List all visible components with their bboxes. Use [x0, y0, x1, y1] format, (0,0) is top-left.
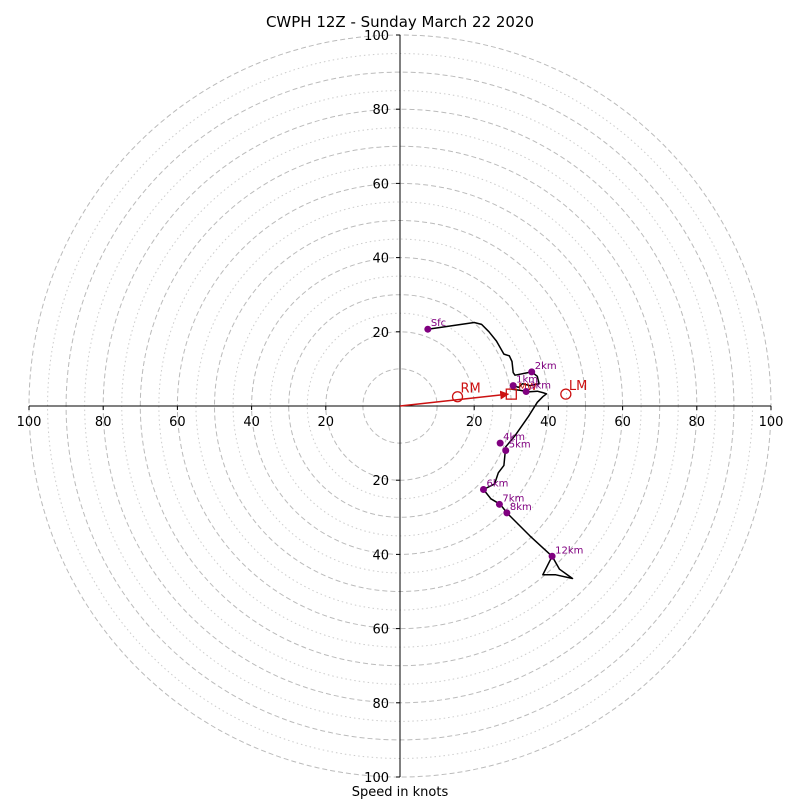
height-point-label: Sfc [431, 318, 446, 329]
height-point [509, 382, 517, 390]
height-point [548, 552, 556, 560]
height-point-label: 8km [510, 502, 532, 513]
height-point-label: 7km [502, 493, 524, 504]
x-tick-label: 20 [466, 415, 483, 430]
x-tick-label: 40 [243, 415, 260, 430]
y-tick-label: 20 [372, 474, 389, 489]
height-point-label: 6km [486, 478, 508, 489]
x-tick-label: 40 [540, 415, 557, 430]
y-tick-label: 100 [364, 771, 389, 786]
chart-title: CWPH 12Z - Sunday March 22 2020 [266, 13, 534, 31]
right-mover-marker [451, 391, 464, 403]
storm-motion-markers: MW RM LM [399, 379, 587, 407]
y-tick-label: 20 [372, 326, 389, 341]
x-axis-label: Speed in knots [352, 785, 449, 800]
x-tick-label: 80 [689, 415, 706, 430]
height-point [503, 509, 511, 517]
height-point [522, 388, 530, 396]
height-point-label: 5km [509, 440, 531, 451]
y-tick-label: 60 [372, 623, 389, 638]
left-mover-label: LM [569, 379, 587, 394]
left-mover-marker [560, 388, 572, 400]
height-point [479, 485, 487, 493]
x-tick-label: 80 [95, 415, 112, 430]
height-point-label: 2km [535, 361, 557, 372]
tick-labels: 100 80 60 40 20 20 40 60 80 100 100 80 60 40 20 20 40 60 8… [17, 29, 784, 786]
mean-wind-marker [505, 388, 517, 400]
height-point-label: 12km [555, 545, 583, 556]
y-tick-label: 40 [372, 548, 389, 563]
height-point [424, 325, 432, 333]
height-point [495, 500, 503, 508]
height-point [496, 439, 504, 447]
y-tick-label: 60 [372, 177, 389, 192]
height-point-label: 4km [503, 432, 525, 443]
height-point-label: 3km [529, 381, 551, 392]
right-mover-label: RM [461, 382, 481, 397]
x-tick-label: 20 [318, 415, 335, 430]
y-tick-label: 100 [364, 29, 389, 44]
x-tick-label: 100 [17, 415, 42, 430]
x-tick-label: 60 [614, 415, 631, 430]
x-tick-label: 100 [759, 415, 784, 430]
x-tick-label: 60 [169, 415, 186, 430]
y-tick-label: 80 [372, 103, 389, 118]
height-point [528, 368, 536, 376]
y-tick-label: 80 [372, 697, 389, 712]
height-point [502, 447, 510, 455]
y-tick-label: 40 [372, 252, 389, 267]
height-point-label: 1km [516, 375, 538, 386]
mean-wind-label: MW [518, 382, 537, 393]
